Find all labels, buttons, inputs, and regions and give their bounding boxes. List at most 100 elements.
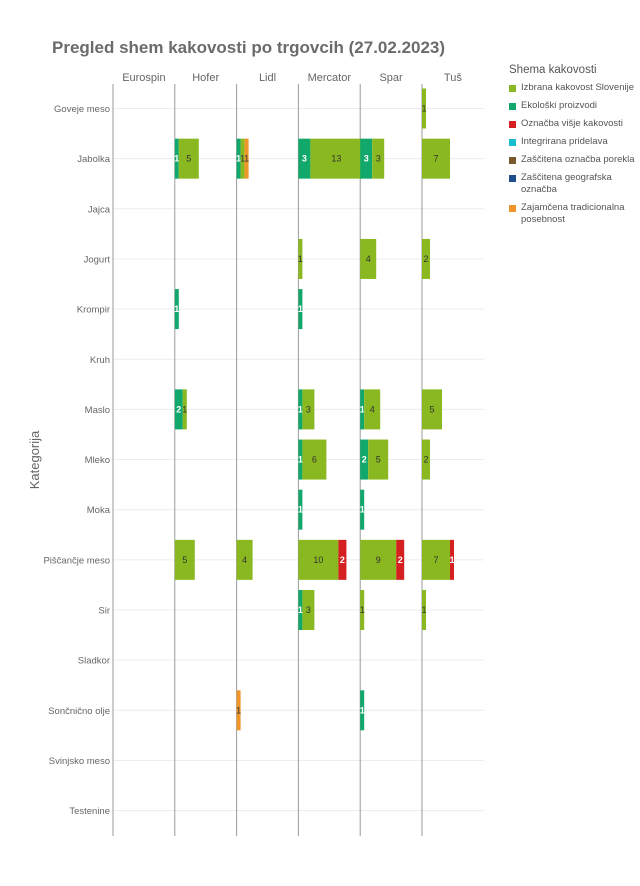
bar-spar-jabolka-ekoloski-proizvodi xyxy=(360,138,373,179)
value-label-spar-piscancje-meso-oznacba-visje-kakovosti: 2 xyxy=(398,555,403,565)
value-label-hofer-piscancje-meso-izbrana-kakovost-slovenije: 5 xyxy=(182,555,187,565)
bar-lidl-piscancje-meso-izbrana-kakovost-slovenije xyxy=(236,539,253,580)
value-label-mercator-sir-ekoloski-proizvodi: 1 xyxy=(298,605,303,615)
bar-mercator-piscancje-meso-izbrana-kakovost-slovenije xyxy=(298,539,339,580)
value-label-spar-jabolka-izbrana-kakovost-slovenije: 3 xyxy=(376,154,381,164)
value-label-tus-mleko-izbrana-kakovost-slovenije: 2 xyxy=(423,455,428,465)
category-label-svinjsko-meso: Svinjsko meso xyxy=(49,756,110,767)
value-label-spar-mleko-ekoloski-proizvodi: 2 xyxy=(362,455,367,465)
value-label-hofer-jabolka-izbrana-kakovost-slovenije: 5 xyxy=(186,154,191,164)
value-label-spar-jabolka-ekoloski-proizvodi: 3 xyxy=(364,154,369,164)
bar-hofer-piscancje-meso-izbrana-kakovost-slovenije xyxy=(174,539,195,580)
value-label-mercator-moka-ekoloski-proizvodi: 1 xyxy=(298,505,303,515)
legend-item-zajamcena-tradicionalna-posebnost[interactable]: Zajamčena tradicionalna posebnost xyxy=(509,202,639,226)
bar-lidl-soncnicno-olje-zajamcena-tradicionalna-posebnost xyxy=(236,690,241,731)
value-label-spar-mleko-izbrana-kakovost-slovenije: 5 xyxy=(376,455,381,465)
legend-swatch-zajamcena-tradicionalna-posebnost xyxy=(509,205,516,212)
value-label-mercator-jabolka-izbrana-kakovost-slovenije: 13 xyxy=(331,154,341,164)
value-label-hofer-krompir-ekoloski-proizvodi: 1 xyxy=(174,304,179,314)
legend-label-zajamcena-tradicionalna-posebnost: Zajamčena tradicionalna posebnost xyxy=(521,202,625,225)
value-label-mercator-maslo-ekoloski-proizvodi: 1 xyxy=(298,404,303,414)
legend-label-zascitena-geografska-oznacba: Zaščitena geografska označba xyxy=(521,172,612,195)
bar-mercator-jogurt-izbrana-kakovost-slovenije xyxy=(298,238,303,279)
bar-tus-maslo-izbrana-kakovost-slovenije xyxy=(422,389,442,430)
store-header-eurospin: Eurospin xyxy=(122,72,165,84)
value-label-mercator-jogurt-izbrana-kakovost-slovenije: 1 xyxy=(298,254,303,264)
legend-swatch-ekoloski-proizvodi xyxy=(509,103,516,110)
category-label-jogurt: Jogurt xyxy=(84,254,111,265)
category-label-krompir: Krompir xyxy=(77,305,110,316)
legend-label-integrirana-pridelava: Integrirana pridelava xyxy=(521,136,608,147)
bar-spar-jabolka-izbrana-kakovost-slovenije xyxy=(372,138,385,179)
legend-swatch-integrirana-pridelava xyxy=(509,139,516,146)
bar-lidl-jabolka-ekoloski-proizvodi xyxy=(236,138,241,179)
bar-tus-piscancje-meso-izbrana-kakovost-slovenije xyxy=(422,539,450,580)
bar-tus-mleko-izbrana-kakovost-slovenije xyxy=(422,439,430,480)
bar-tus-jogurt-izbrana-kakovost-slovenije xyxy=(422,238,430,279)
legend-title: Shema kakovosti xyxy=(509,64,597,76)
bar-hofer-krompir-ekoloski-proizvodi xyxy=(174,289,179,330)
value-label-mercator-sir-izbrana-kakovost-slovenije: 3 xyxy=(306,605,311,615)
legend-item-oznacba-visje-kakovosti[interactable]: Označba višje kakovosti xyxy=(509,118,639,130)
value-label-tus-sir-izbrana-kakovost-slovenije: 1 xyxy=(421,605,426,615)
bar-mercator-sir-izbrana-kakovost-slovenije xyxy=(302,590,315,630)
chart-title: Pregled shem kakovosti po trgovcih (27.0… xyxy=(52,38,446,57)
bar-spar-sir-izbrana-kakovost-slovenije xyxy=(360,590,365,630)
value-label-hofer-maslo-ekoloski-proizvodi: 2 xyxy=(176,404,181,414)
bar-spar-maslo-ekoloski-proizvodi xyxy=(360,389,365,430)
value-label-mercator-piscancje-meso-oznacba-visje-kakovosti: 2 xyxy=(340,555,345,565)
legend-item-ekoloski-proizvodi[interactable]: Ekološki proizvodi xyxy=(509,100,639,112)
value-label-spar-sir-izbrana-kakovost-slovenije: 1 xyxy=(360,605,365,615)
legend-swatch-izbrana-kakovost-slovenije xyxy=(509,85,516,92)
legend-swatch-zascitena-geografska-oznacba xyxy=(509,175,516,182)
bar-mercator-jabolka-ekoloski-proizvodi xyxy=(298,138,311,179)
bar-mercator-mleko-izbrana-kakovost-slovenije xyxy=(302,439,327,480)
bar-tus-jabolka-izbrana-kakovost-slovenije xyxy=(422,138,450,179)
value-label-tus-piscancje-meso-izbrana-kakovost-slovenije: 7 xyxy=(433,555,438,565)
legend-label-oznacba-visje-kakovosti: Označba višje kakovosti xyxy=(521,118,623,129)
legend-swatch-oznacba-visje-kakovosti xyxy=(509,121,516,128)
bar-tus-piscancje-meso-oznacba-visje-kakovosti xyxy=(450,539,454,580)
value-label-hofer-maslo-izbrana-kakovost-slovenije: 1 xyxy=(182,404,187,414)
category-label-jajca: Jajca xyxy=(88,204,111,215)
store-header-spar: Spar xyxy=(379,72,403,84)
value-label-lidl-jabolka-zajamcena-tradicionalna-posebnost: 1 xyxy=(244,154,249,164)
bar-mercator-piscancje-meso-oznacba-visje-kakovosti xyxy=(338,539,347,580)
value-label-lidl-jabolka-izbrana-kakovost-slovenije: 1 xyxy=(240,154,245,164)
legend-item-zascitena-geografska-oznacba[interactable]: Zaščitena geografska označba xyxy=(509,172,639,196)
bar-mercator-maslo-izbrana-kakovost-slovenije xyxy=(302,389,315,430)
value-label-mercator-krompir-ekoloski-proizvodi: 1 xyxy=(298,304,303,314)
category-label-piscancje-meso: Piščančje meso xyxy=(43,555,110,566)
store-header-hofer: Hofer xyxy=(192,72,219,84)
store-header-lidl: Lidl xyxy=(259,72,276,84)
value-label-spar-maslo-ekoloski-proizvodi: 1 xyxy=(360,404,365,414)
bar-hofer-maslo-izbrana-kakovost-slovenije xyxy=(182,389,187,430)
value-label-mercator-mleko-izbrana-kakovost-slovenije: 6 xyxy=(312,455,317,465)
bar-spar-piscancje-meso-oznacba-visje-kakovosti xyxy=(396,539,405,580)
value-label-hofer-jabolka-ekoloski-proizvodi: 1 xyxy=(174,154,179,164)
bar-tus-goveje-meso-izbrana-kakovost-slovenije xyxy=(422,88,426,129)
bar-hofer-jabolka-izbrana-kakovost-slovenije xyxy=(178,138,199,179)
category-label-sladkor: Sladkor xyxy=(78,656,110,667)
bar-spar-soncnicno-olje-ekoloski-proizvodi xyxy=(360,690,365,731)
value-label-lidl-soncnicno-olje-zajamcena-tradicionalna-posebnost: 1 xyxy=(236,705,241,715)
legend-item-zascitena-oznacba-porekla[interactable]: Zaščitena označba porekla xyxy=(509,154,639,166)
legend-items: Izbrana kakovost Slovenije Ekološki proiz… xyxy=(509,82,639,226)
value-label-tus-piscancje-meso-oznacba-visje-kakovosti: 1 xyxy=(449,555,454,565)
category-label-soncnicno-olje: Sončnično olje xyxy=(48,706,110,717)
bar-mercator-moka-ekoloski-proizvodi xyxy=(298,489,303,530)
bar-lidl-jabolka-izbrana-kakovost-slovenije xyxy=(240,138,245,179)
category-label-testenine: Testenine xyxy=(69,806,110,817)
value-label-mercator-jabolka-ekoloski-proizvodi: 3 xyxy=(302,154,307,164)
value-label-tus-goveje-meso-izbrana-kakovost-slovenije: 1 xyxy=(421,104,426,114)
bar-hofer-jabolka-ekoloski-proizvodi xyxy=(174,138,179,179)
value-label-lidl-jabolka-ekoloski-proizvodi: 1 xyxy=(236,154,241,164)
legend-item-integrirana-pridelava[interactable]: Integrirana pridelava xyxy=(509,136,639,148)
category-label-jabolka: Jabolka xyxy=(77,154,110,165)
y-axis-title: Kategorija xyxy=(27,430,42,489)
value-label-mercator-mleko-ekoloski-proizvodi: 1 xyxy=(298,455,303,465)
bar-mercator-jabolka-izbrana-kakovost-slovenije xyxy=(310,138,363,179)
bar-spar-mleko-izbrana-kakovost-slovenije xyxy=(368,439,389,480)
legend-item-izbrana-kakovost-slovenije[interactable]: Izbrana kakovost Slovenije xyxy=(509,82,639,94)
